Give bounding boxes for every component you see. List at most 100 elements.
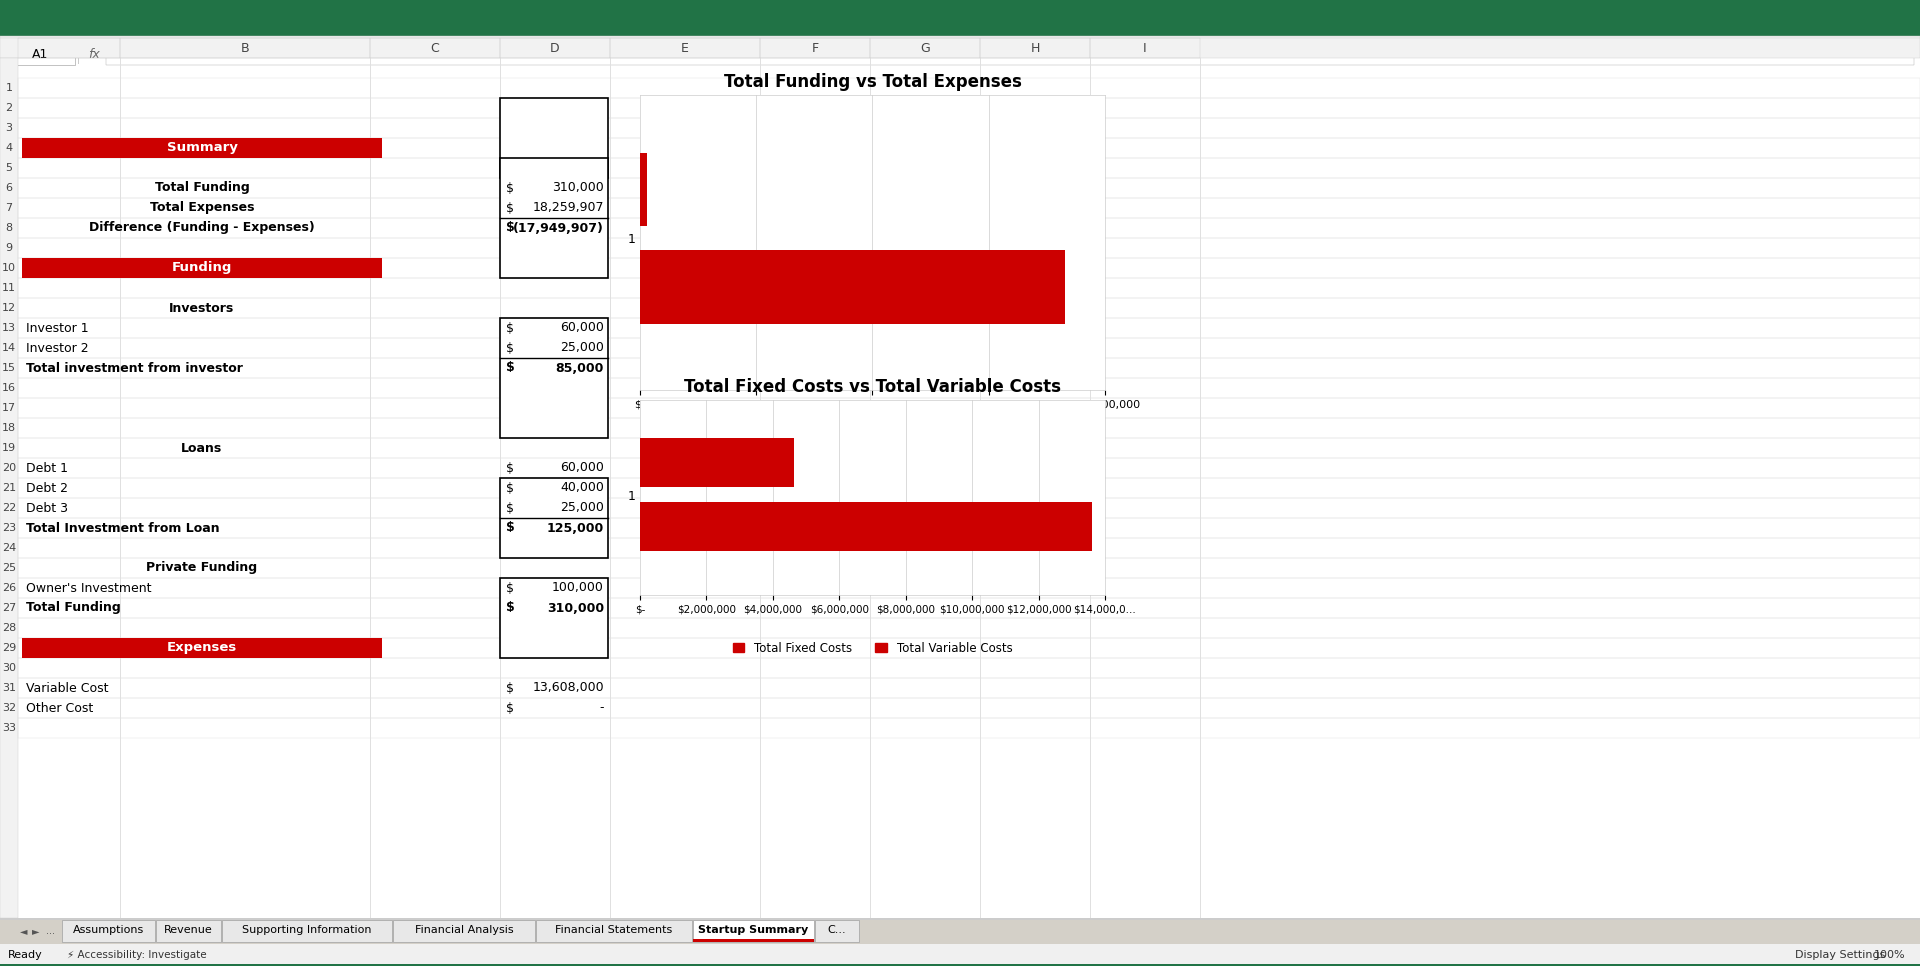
Legend: Total Funding, Total Expenses: Total Funding, Total Expenses (753, 444, 993, 467)
Text: 11: 11 (2, 283, 15, 293)
Bar (17, 198, 1920, 218)
Text: F: F (812, 42, 818, 54)
Text: $: $ (507, 221, 515, 235)
Text: Total Funding: Total Funding (156, 182, 250, 194)
Text: 22: 22 (2, 503, 15, 513)
Bar (17, 378, 1920, 398)
Bar (119, 38, 371, 58)
Bar (17, 478, 1920, 498)
Text: 18,259,907: 18,259,907 (532, 202, 605, 214)
Text: C...: C... (828, 925, 847, 935)
Bar (17, 38, 119, 58)
Bar (17, 278, 1920, 298)
Text: Total Funding: Total Funding (27, 602, 121, 614)
Text: H: H (1031, 42, 1041, 54)
Bar (17, 78, 1920, 98)
Text: 21: 21 (2, 483, 15, 493)
Text: 24: 24 (2, 543, 15, 553)
Text: 9: 9 (6, 243, 13, 253)
Text: 310,000: 310,000 (553, 182, 605, 194)
Text: 1: 1 (6, 83, 13, 93)
Title: Total Fixed Costs vs Total Variable Costs: Total Fixed Costs vs Total Variable Cost… (684, 378, 1062, 396)
Text: 26: 26 (2, 583, 15, 593)
Bar (17, 138, 1920, 158)
Bar (394, 920, 536, 942)
Text: Debt 3: Debt 3 (27, 501, 67, 515)
Title: Total Funding vs Total Expenses: Total Funding vs Total Expenses (724, 72, 1021, 91)
Text: 30: 30 (2, 663, 15, 673)
Bar (760, 38, 870, 58)
Text: 3: 3 (6, 123, 13, 133)
Text: 40,000: 40,000 (561, 481, 605, 495)
Text: Total Investment from Loan: Total Investment from Loan (27, 522, 219, 534)
Text: $: $ (507, 501, 515, 515)
Text: $: $ (507, 342, 515, 355)
Bar (693, 939, 814, 942)
Bar (499, 318, 609, 438)
Bar (17, 238, 1920, 258)
Text: Financial Analysis: Financial Analysis (415, 925, 513, 935)
Bar (223, 920, 392, 942)
Bar (17, 58, 1920, 918)
Bar (17, 718, 1920, 738)
Text: ►: ► (33, 926, 40, 936)
Bar (870, 38, 979, 58)
Text: 33: 33 (2, 723, 15, 733)
Text: Expenses: Expenses (167, 641, 238, 655)
Text: 31: 31 (2, 683, 15, 693)
Text: Investor 2: Investor 2 (27, 342, 88, 355)
Text: Total Expenses: Total Expenses (150, 202, 253, 214)
Text: ...: ... (46, 926, 56, 936)
Text: $: $ (507, 202, 515, 214)
Bar (17, 98, 1920, 118)
Text: 14: 14 (2, 343, 15, 353)
Bar (17, 538, 1920, 558)
Text: I: I (1142, 42, 1146, 54)
Bar (499, 158, 609, 278)
Text: 100%: 100% (1874, 950, 1905, 960)
Text: 60,000: 60,000 (561, 462, 605, 474)
Text: Financial Statements: Financial Statements (555, 925, 672, 935)
Bar (17, 178, 1920, 198)
Text: G: G (920, 42, 929, 54)
Text: D: D (551, 42, 561, 54)
Text: Summary: Summary (167, 141, 238, 155)
Bar (371, 38, 499, 58)
Bar (17, 438, 1920, 458)
Bar (499, 578, 609, 658)
Bar (0, 0, 1920, 36)
Text: Debt 1: Debt 1 (27, 462, 67, 474)
Text: 100,000: 100,000 (553, 582, 605, 594)
Text: ⚡ Accessibility: Investigate: ⚡ Accessibility: Investigate (67, 950, 207, 960)
Bar (17, 518, 1920, 538)
Text: 25,000: 25,000 (561, 501, 605, 515)
Text: 10: 10 (2, 263, 15, 273)
Text: $: $ (507, 361, 515, 375)
Bar (17, 418, 1920, 438)
Text: 16: 16 (2, 383, 15, 393)
Text: 20: 20 (2, 463, 15, 473)
Text: Display Settings: Display Settings (1795, 950, 1885, 960)
Text: 17: 17 (2, 403, 15, 413)
Text: 23: 23 (2, 523, 15, 533)
Text: fx: fx (88, 47, 100, 61)
Text: Loans: Loans (180, 441, 223, 454)
Bar (17, 118, 1920, 138)
Bar (61, 920, 156, 942)
Bar (17, 398, 1920, 418)
Text: Private Funding: Private Funding (146, 561, 257, 575)
Text: 7: 7 (6, 203, 13, 213)
Bar (106, 43, 1914, 65)
Bar (693, 920, 814, 942)
Text: Owner's Investment: Owner's Investment (27, 582, 152, 594)
Text: 2: 2 (6, 103, 13, 113)
Bar (17, 158, 1920, 178)
Text: 18: 18 (2, 423, 15, 433)
Bar (156, 920, 221, 942)
Legend: Total Fixed Costs, Total Variable Costs: Total Fixed Costs, Total Variable Costs (728, 637, 1018, 660)
Bar (0, 964, 1920, 966)
Bar (0, 944, 1920, 966)
Text: Other Cost: Other Cost (27, 701, 94, 715)
Text: $: $ (507, 481, 515, 495)
Text: 19: 19 (2, 443, 15, 453)
